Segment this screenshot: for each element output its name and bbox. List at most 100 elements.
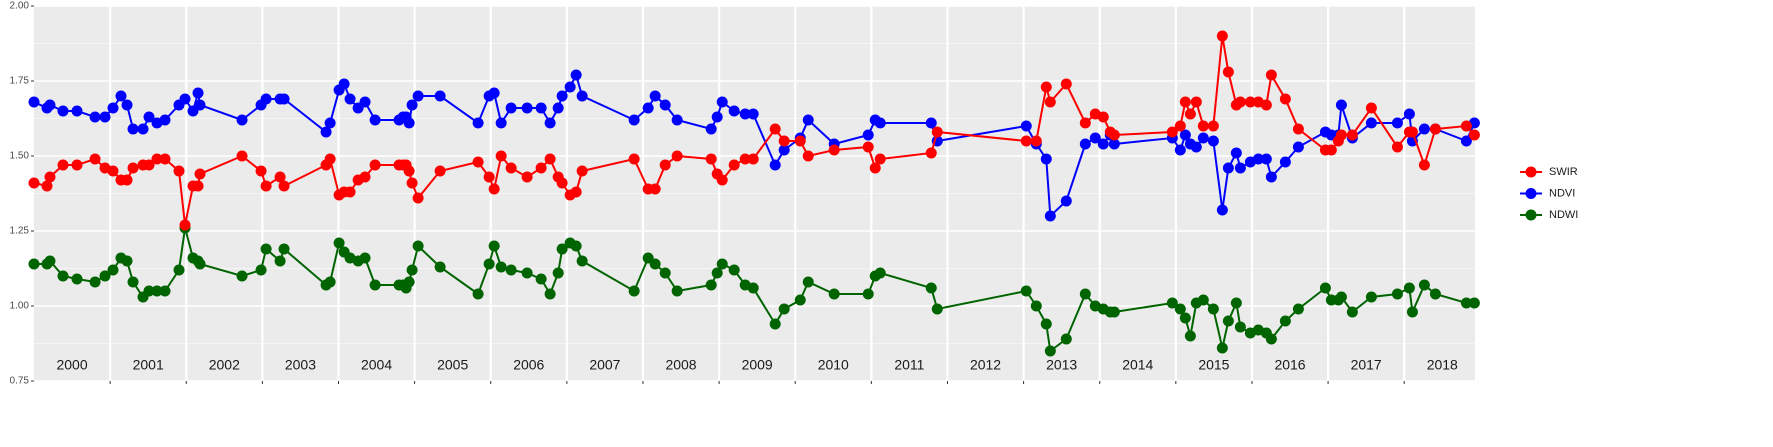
- data-point: [862, 288, 874, 300]
- data-point: [143, 285, 155, 297]
- data-point: [495, 261, 507, 273]
- data-point: [359, 96, 371, 108]
- data-point: [705, 279, 717, 291]
- data-point: [862, 129, 874, 141]
- data-point: [671, 150, 683, 162]
- data-point: [1335, 99, 1347, 111]
- data-point: [576, 255, 588, 267]
- data-point: [57, 270, 69, 282]
- data-point: [338, 78, 350, 90]
- data-point: [1190, 141, 1202, 153]
- data-point: [521, 267, 533, 279]
- data-point: [274, 171, 286, 183]
- data-point: [127, 162, 139, 174]
- data-point: [115, 90, 127, 102]
- data-point: [236, 150, 248, 162]
- data-point: [127, 123, 139, 135]
- year-label: 2014: [1122, 357, 1153, 373]
- data-point: [89, 153, 101, 165]
- data-point: [194, 99, 206, 111]
- data-point: [173, 264, 185, 276]
- data-point: [1460, 135, 1472, 147]
- data-point: [333, 237, 345, 249]
- data-point: [344, 93, 356, 105]
- data-point: [1403, 282, 1415, 294]
- year-label: 2013: [1046, 357, 1077, 373]
- data-point: [535, 273, 547, 285]
- data-point: [1197, 132, 1209, 144]
- data-point: [576, 90, 588, 102]
- data-point: [739, 153, 751, 165]
- data-point: [649, 258, 661, 270]
- data-point: [576, 165, 588, 177]
- data-point: [127, 276, 139, 288]
- data-point: [1044, 96, 1056, 108]
- data-point: [28, 177, 40, 189]
- data-point: [1089, 132, 1101, 144]
- data-point: [107, 102, 119, 114]
- data-point: [143, 111, 155, 123]
- data-point: [151, 285, 163, 297]
- data-point: [1365, 117, 1377, 129]
- data-point: [535, 102, 547, 114]
- data-point: [173, 165, 185, 177]
- data-point: [1190, 96, 1202, 108]
- data-point: [278, 180, 290, 192]
- data-point: [1174, 144, 1186, 156]
- data-point: [1346, 129, 1358, 141]
- data-point: [324, 276, 336, 288]
- data-point: [728, 105, 740, 117]
- data-point: [802, 150, 814, 162]
- data-point: [488, 240, 500, 252]
- data-point: [1391, 141, 1403, 153]
- data-point: [535, 162, 547, 174]
- year-label: 2003: [285, 357, 316, 373]
- data-point: [1179, 96, 1191, 108]
- data-point: [671, 114, 683, 126]
- data-point: [1391, 288, 1403, 300]
- data-point: [71, 105, 83, 117]
- data-point: [107, 264, 119, 276]
- data-point: [1468, 129, 1480, 141]
- data-point: [1335, 129, 1347, 141]
- data-point: [521, 171, 533, 183]
- data-point: [1030, 300, 1042, 312]
- data-point: [1222, 66, 1234, 78]
- data-point: [1079, 288, 1091, 300]
- data-point: [1108, 129, 1120, 141]
- year-label: 2018: [1427, 357, 1458, 373]
- data-point: [412, 90, 424, 102]
- data-point: [1418, 123, 1430, 135]
- year-label: 2010: [818, 357, 849, 373]
- data-point: [556, 177, 568, 189]
- data-point: [769, 318, 781, 330]
- data-point: [778, 135, 790, 147]
- data-point: [1292, 303, 1304, 315]
- data-point: [874, 117, 886, 129]
- data-point: [1108, 138, 1120, 150]
- data-point: [1222, 162, 1234, 174]
- data-point: [1097, 111, 1109, 123]
- data-point: [1030, 135, 1042, 147]
- data-point: [1174, 120, 1186, 132]
- data-point: [1265, 171, 1277, 183]
- data-point: [324, 117, 336, 129]
- data-point: [472, 117, 484, 129]
- data-point: [659, 159, 671, 171]
- data-point: [716, 174, 728, 186]
- data-point: [1079, 138, 1091, 150]
- data-point: [728, 264, 740, 276]
- data-point: [869, 162, 881, 174]
- series: [28, 222, 1480, 357]
- data-point: [159, 114, 171, 126]
- data-point: [505, 102, 517, 114]
- data-point: [628, 114, 640, 126]
- legend-key-point: [1525, 209, 1537, 221]
- y-tick-label: 1.25: [10, 226, 30, 237]
- legend-label: SWIR: [1549, 166, 1578, 178]
- data-point: [1429, 123, 1441, 135]
- data-point: [488, 87, 500, 99]
- data-point: [1265, 69, 1277, 81]
- data-point: [159, 153, 171, 165]
